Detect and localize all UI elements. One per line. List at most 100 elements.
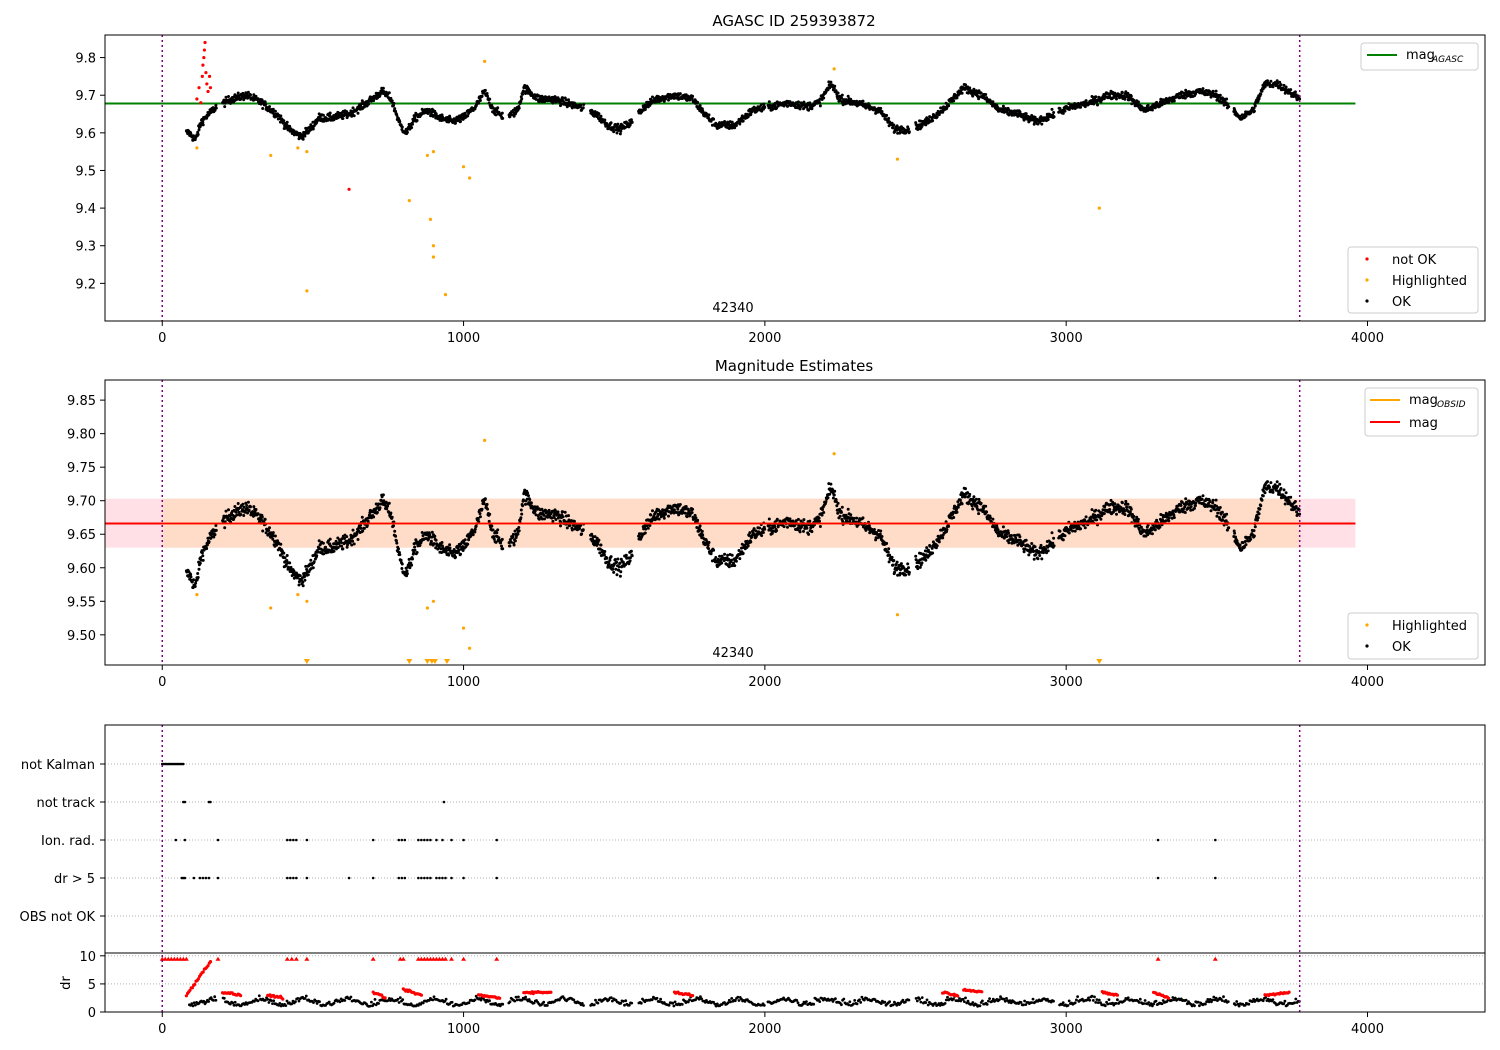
ok-point: [346, 543, 349, 547]
highlighted-point: [407, 198, 411, 203]
ok-point: [568, 524, 572, 527]
ok-point: [654, 510, 658, 513]
ok-point: [508, 544, 512, 548]
ok-point: [283, 556, 287, 560]
ok-point: [228, 514, 232, 518]
ok-point: [428, 533, 432, 536]
ok-point: [379, 498, 383, 502]
ok-point: [486, 94, 489, 98]
ok-point: [1167, 516, 1171, 520]
ok-point: [303, 134, 307, 138]
ok-point: [979, 91, 983, 95]
ok-point: [295, 571, 298, 575]
ok-point: [804, 524, 808, 528]
highlighted-point: [305, 289, 309, 293]
ok-point: [328, 111, 332, 115]
ok-point: [836, 91, 840, 95]
ok-point: [345, 110, 349, 114]
ok-point: [267, 529, 271, 532]
ok-point: [891, 126, 895, 130]
ok-point: [559, 524, 562, 528]
ok-point: [1227, 105, 1231, 109]
ok-point: [1063, 109, 1067, 113]
ok-point: [261, 529, 265, 533]
ok-point: [964, 83, 967, 87]
magnitude-estimates-panel: Magnitude Estimates 0 1000 2000 3000 40009.5…: [67, 357, 1486, 690]
ok-point: [1090, 95, 1094, 98]
ok-point: [737, 549, 741, 552]
ok-point: [619, 570, 623, 574]
ok-point: [496, 106, 500, 110]
highlighted-point: [296, 146, 300, 150]
ok-point: [359, 523, 363, 527]
ok-point: [519, 508, 523, 512]
ok-point: [1050, 531, 1054, 535]
ok-point: [958, 498, 962, 502]
ok-point: [378, 506, 382, 510]
ok-point: [621, 560, 625, 564]
ok-point: [605, 556, 609, 560]
ok-point: [205, 543, 209, 547]
ok-point: [796, 517, 800, 521]
ok-point: [395, 113, 399, 117]
ok-point: [452, 548, 456, 551]
ok-point: [285, 554, 289, 557]
ok-point: [400, 125, 404, 129]
ok-point: [1129, 507, 1133, 511]
ok-point: [1218, 506, 1222, 509]
ok-point: [509, 113, 513, 117]
ok-point: [1214, 498, 1218, 502]
ok-point: [810, 530, 814, 534]
ok-point: [796, 100, 800, 104]
ok-point: [561, 510, 565, 514]
ok-point: [1249, 111, 1253, 115]
highlighted-point: [461, 165, 466, 169]
ok-point: [279, 114, 283, 118]
ok-point: [413, 545, 417, 549]
ok-point: [311, 566, 315, 570]
ok-point: [483, 497, 487, 501]
ok-point: [528, 498, 532, 502]
ok-point: [709, 552, 713, 556]
ok-point: [256, 97, 260, 101]
ok-point: [413, 548, 417, 552]
ok-point: [1136, 100, 1140, 104]
ok-point: [1211, 89, 1215, 93]
ok-point: [599, 543, 603, 547]
ok-point: [1001, 525, 1005, 529]
ok-point: [894, 566, 897, 570]
ok-point: [899, 562, 903, 566]
ok-point: [1193, 504, 1197, 508]
ok-point: [512, 114, 516, 118]
ok-point: [517, 529, 521, 533]
ok-point: [611, 567, 615, 571]
ok-point: [1244, 114, 1248, 118]
ok-point: [1083, 526, 1087, 530]
ok-point: [770, 531, 774, 535]
ok-point: [197, 128, 201, 132]
ok-point: [303, 578, 307, 582]
ok-point: [619, 129, 623, 133]
ok-point: [802, 529, 805, 533]
ok-point: [892, 123, 896, 127]
ok-point: [411, 557, 414, 561]
ok-point: [799, 519, 803, 523]
highlighted-point: [1097, 206, 1101, 210]
ok-point: [782, 525, 786, 529]
x-tick-label: 2000: [748, 331, 781, 346]
ok-point: [878, 532, 882, 536]
ok-point: [887, 547, 891, 551]
ok-point: [694, 516, 698, 520]
ok-point: [350, 543, 354, 547]
highlighted-point: [428, 217, 433, 221]
ok-point: [1022, 550, 1026, 554]
ok-points: [184, 79, 1302, 142]
ok-point: [207, 540, 211, 544]
ok-point: [405, 130, 409, 134]
ok-point: [617, 568, 621, 572]
ok-point: [1094, 508, 1098, 512]
ok-point: [1125, 505, 1129, 509]
ok-point: [972, 495, 976, 499]
not-ok-point: [205, 82, 209, 86]
ok-point: [285, 559, 289, 562]
